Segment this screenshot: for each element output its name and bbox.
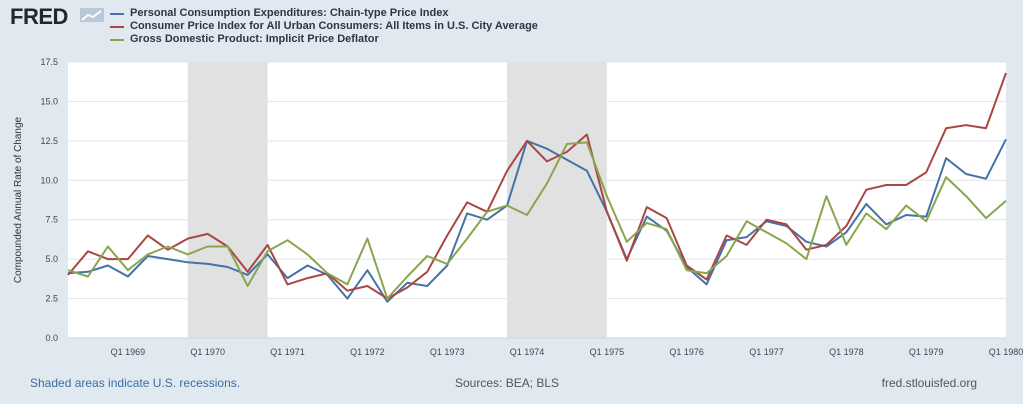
recession-shade-2 (507, 62, 607, 338)
legend-swatch-pce (110, 12, 124, 15)
x-tick-label: Q1 1978 (829, 347, 864, 357)
line-chart: 0.02.55.07.510.012.515.017.5 Q1 1969 Q1 1… (13, 57, 1023, 357)
legend-item-gdp-deflator: Gross Domestic Product: Implicit Price D… (110, 33, 538, 46)
y-tick-label: 10.0 (40, 175, 58, 185)
website-link[interactable]: fred.stlouisfed.org (881, 376, 977, 390)
x-tick-label: Q1 1973 (430, 347, 465, 357)
y-axis-ticks: 0.0 2.5 5.0 7.5 10.0 12.5 15.0 17.5 (40, 57, 58, 343)
x-axis-ticks: Q1 1969 Q1 1970 Q1 1971 Q1 1972 Q1 1973 Q1 19… (111, 347, 1023, 357)
y-tick-label: 12.5 (40, 136, 58, 146)
series-line-gdp-deflator (67, 141, 1007, 300)
x-tick-label: Q1 1971 (270, 347, 305, 357)
x-tick-label: Q1 1979 (909, 347, 944, 357)
legend-label-gdp-deflator: Gross Domestic Product: Implicit Price D… (130, 33, 379, 45)
legend-swatch-gdp-deflator (110, 38, 124, 41)
y-axis-title: Compounded Annual Rate of Change (13, 116, 24, 283)
fred-logo[interactable]: FRED (10, 4, 68, 29)
sources-text: Sources: BEA; BLS (455, 376, 560, 390)
chart-header: FRED Personal Consumption Expenditures: … (0, 0, 1023, 60)
x-tick-label: Q1 1977 (749, 347, 784, 357)
chart-legend: Personal Consumption Expenditures: Chain… (110, 7, 538, 46)
legend-label-pce: Personal Consumption Expenditures: Chain… (130, 7, 449, 19)
recession-shading-group (187, 62, 607, 338)
y-tick-label: 17.5 (40, 57, 58, 67)
y-tick-label: 15.0 (40, 96, 58, 106)
x-tick-label: Q1 1972 (350, 347, 385, 357)
recession-shade-1 (187, 62, 268, 338)
chart-footer: Shaded areas indicate U.S. recessions. S… (0, 372, 1023, 394)
legend-label-cpi: Consumer Price Index for All Urban Consu… (130, 20, 538, 32)
recession-note-link[interactable]: Shaded areas indicate U.S. recessions. (30, 376, 241, 390)
y-tick-label: 0.0 (45, 333, 58, 343)
x-tick-label: Q1 1980 (989, 347, 1023, 357)
series-line-cpi (67, 72, 1007, 300)
y-tick-label: 7.5 (45, 215, 58, 225)
y-tick-label: 2.5 (45, 294, 58, 304)
series-lines (67, 72, 1007, 303)
y-tick-label: 5.0 (45, 254, 58, 264)
series-line-pce (67, 138, 1007, 303)
x-tick-label: Q1 1974 (510, 347, 545, 357)
legend-item-pce: Personal Consumption Expenditures: Chain… (110, 7, 538, 20)
legend-item-cpi: Consumer Price Index for All Urban Consu… (110, 20, 538, 33)
x-tick-label: Q1 1976 (669, 347, 704, 357)
x-tick-label: Q1 1975 (590, 347, 625, 357)
line-chart-icon (80, 8, 104, 22)
legend-swatch-cpi (110, 25, 124, 28)
x-tick-label: Q1 1970 (190, 347, 225, 357)
x-tick-label: Q1 1969 (111, 347, 146, 357)
